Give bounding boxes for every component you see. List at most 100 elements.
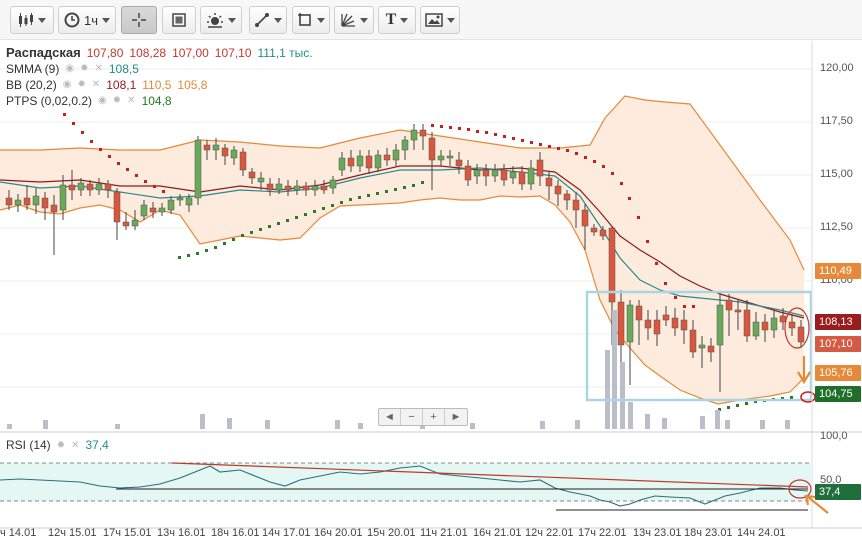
eye-icon[interactable]: ◉ <box>98 95 107 106</box>
candle-body <box>50 204 58 213</box>
annotation-circle[interactable] <box>788 479 812 499</box>
candle-body <box>5 197 13 206</box>
chevron-down-icon <box>274 17 282 23</box>
time-tick: 17ч 22.01 <box>578 527 627 539</box>
candle-body <box>608 227 616 303</box>
time-tick: 13ч 23.01 <box>633 527 682 539</box>
candle-body <box>194 139 202 199</box>
chevron-down-icon <box>102 17 110 23</box>
eye-icon[interactable]: ◉ <box>65 63 75 74</box>
gear-icon[interactable]: ✹ <box>56 439 66 451</box>
fibonacci-icon <box>341 13 355 27</box>
candle-body <box>437 155 445 161</box>
time-tick: 13ч 16.01 <box>157 527 206 539</box>
time-tick: 16ч 21.01 <box>473 527 522 539</box>
annotation-arrow[interactable] <box>797 356 811 385</box>
rsi-tick: 50,0 <box>820 474 842 486</box>
time-tick: 12ч 15.01 <box>48 527 97 539</box>
smma-value: 108,5 <box>108 62 139 76</box>
bb-upper-value: 110,5 <box>142 78 172 92</box>
close-icon[interactable]: ✕ <box>127 95 136 106</box>
candle-body <box>455 159 463 167</box>
zoom-out-button[interactable]: − <box>401 409 423 425</box>
rsi-trendline[interactable] <box>171 462 809 488</box>
chevron-down-icon <box>447 17 455 23</box>
candle-body <box>572 199 580 211</box>
candle-body <box>113 191 121 223</box>
annotation-circle[interactable] <box>784 307 810 349</box>
candle-body <box>86 183 94 191</box>
chevron-down-icon <box>400 17 409 23</box>
rsi-tick: 100,0 <box>820 430 848 442</box>
gear-icon[interactable]: ✹ <box>80 63 89 74</box>
time-tick: 14ч 17.01 <box>262 527 311 539</box>
candle-body <box>428 137 436 161</box>
candle-body <box>257 177 265 183</box>
trendline-icon <box>255 13 269 27</box>
candle-body <box>626 304 634 343</box>
candle-body <box>248 171 256 179</box>
candle-body <box>446 155 454 159</box>
time-tick: 18ч 16.01 <box>211 527 260 539</box>
fullscreen-button[interactable] <box>162 6 196 34</box>
candle-body <box>140 204 148 217</box>
price-tick: 112,50 <box>820 221 853 233</box>
time-tick: 16ч 20.01 <box>314 527 363 539</box>
fib-tool-button[interactable] <box>334 6 374 34</box>
crosshair-icon <box>132 13 146 27</box>
image-icon <box>425 13 443 27</box>
candle-body <box>617 301 625 346</box>
candle-body <box>149 207 157 213</box>
candle-body <box>707 345 715 353</box>
psar-up-dots <box>178 181 793 411</box>
candle-body <box>167 199 175 211</box>
annotation-arrow[interactable] <box>804 494 829 514</box>
gear-icon[interactable]: ✹ <box>77 79 86 90</box>
clock-icon <box>64 12 80 28</box>
time-tick: 11ч 21.01 <box>420 527 468 539</box>
crosshair-button[interactable] <box>121 6 157 34</box>
window-icon <box>172 13 186 27</box>
candle-body <box>527 167 535 185</box>
eye-icon[interactable]: ◉ <box>62 79 72 90</box>
interval-label: 1ч <box>83 12 98 28</box>
price-tick: 117,50 <box>820 115 853 127</box>
candle-body <box>653 319 661 335</box>
candle-body <box>689 329 697 353</box>
shape-tool-button[interactable] <box>292 6 330 34</box>
zoom-in-button[interactable]: + <box>423 409 445 425</box>
smma-name: SMMA (9) <box>6 62 60 76</box>
symbol-name: Распадская <box>6 45 81 60</box>
image-tool-button[interactable] <box>420 6 460 34</box>
candle-body <box>365 155 373 169</box>
candle-body <box>221 147 229 157</box>
rsi-name: RSI (14) <box>6 438 51 452</box>
candle-body <box>518 171 526 185</box>
highlight-rectangle[interactable] <box>585 290 813 402</box>
candle-body <box>275 183 283 191</box>
candle-body <box>410 129 418 141</box>
scroll-right-button[interactable]: ► <box>450 411 462 423</box>
candle-body <box>104 183 112 191</box>
interval-button[interactable]: 1ч <box>58 6 116 34</box>
candle-body <box>131 219 139 227</box>
scroll-left-button[interactable]: ◄ <box>379 409 401 425</box>
bb-lower-value: 105,8 <box>177 78 208 92</box>
close-icon[interactable]: ✕ <box>94 63 103 74</box>
chart-navigation: ◄ − + ► <box>378 408 468 426</box>
gear-icon[interactable]: ✹ <box>112 95 122 106</box>
candle-body <box>644 319 652 329</box>
text-tool-button[interactable]: T <box>378 6 416 34</box>
line-tool-button[interactable] <box>249 6 287 34</box>
close-icon[interactable]: ✕ <box>71 439 80 451</box>
candle-body <box>725 299 733 311</box>
indicators-button[interactable] <box>200 6 242 34</box>
candle-body <box>383 154 391 161</box>
candle-body <box>500 169 508 181</box>
close-icon[interactable]: ✕ <box>91 79 101 90</box>
candle-body <box>392 149 400 161</box>
bb-name: BB (20,2) <box>6 78 57 92</box>
time-tick: 12ч 22.01 <box>525 527 574 539</box>
chart-type-button[interactable] <box>10 6 54 34</box>
